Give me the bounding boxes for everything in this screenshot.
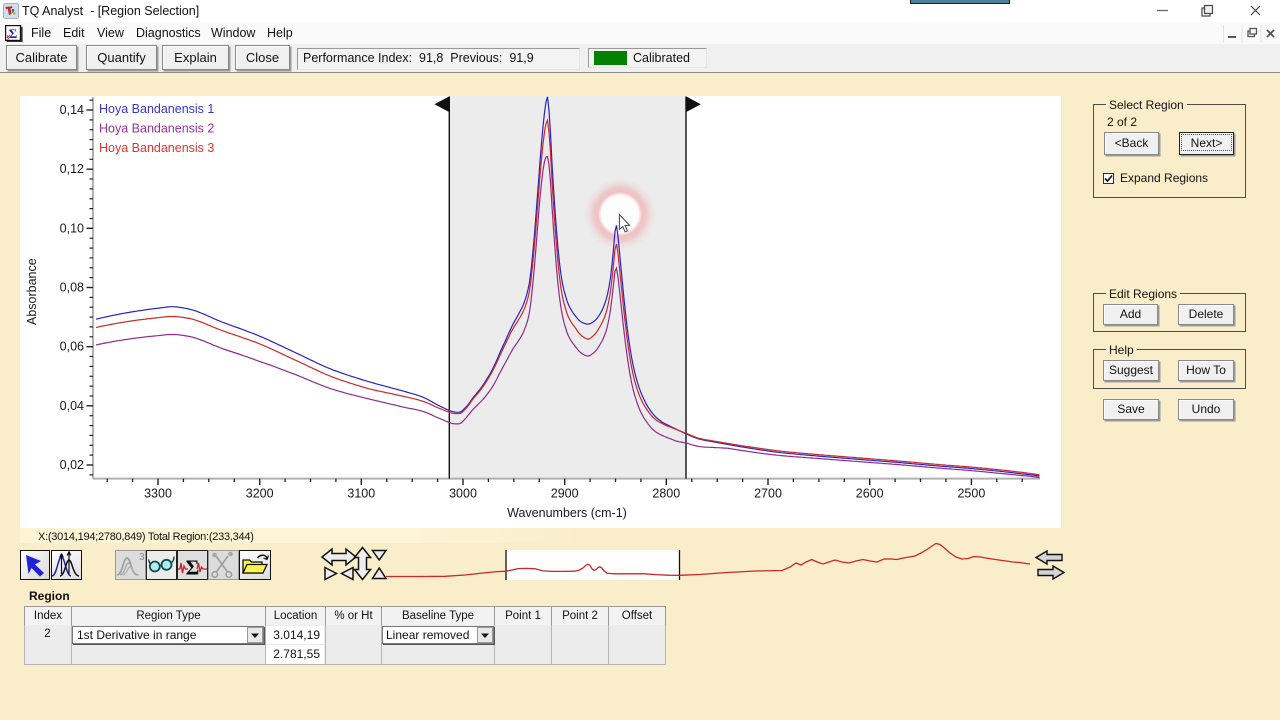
svg-text:3100: 3100 — [347, 487, 375, 501]
svg-text:0,04: 0,04 — [60, 399, 84, 413]
svg-text:2800: 2800 — [652, 487, 680, 501]
svg-text:2600: 2600 — [856, 487, 884, 501]
svg-text:3000: 3000 — [449, 487, 477, 501]
svg-text:Σ: Σ — [186, 556, 200, 580]
svg-text:3200: 3200 — [246, 487, 274, 501]
svg-text:0,06: 0,06 — [60, 340, 84, 354]
svg-text:0,12: 0,12 — [60, 162, 84, 176]
svg-text:3300: 3300 — [144, 487, 172, 501]
svg-text:2900: 2900 — [551, 487, 579, 501]
svg-text:3: 3 — [139, 552, 145, 563]
svg-text:0,14: 0,14 — [60, 103, 84, 117]
svg-text:0,08: 0,08 — [60, 281, 84, 295]
svg-text:2700: 2700 — [754, 487, 782, 501]
svg-text:0,02: 0,02 — [60, 458, 84, 472]
svg-text:Wavenumbers (cm-1): Wavenumbers (cm-1) — [507, 506, 627, 520]
svg-text:Σ: Σ — [9, 26, 18, 41]
svg-text:0,10: 0,10 — [60, 221, 84, 235]
svg-text:2500: 2500 — [957, 487, 985, 501]
svg-text:Hoya Bandanensis 1: Hoya Bandanensis 1 — [99, 102, 214, 116]
svg-text:Hoya Bandanensis 3: Hoya Bandanensis 3 — [99, 141, 214, 155]
svg-text:Hoya Bandanensis 2: Hoya Bandanensis 2 — [99, 121, 214, 135]
